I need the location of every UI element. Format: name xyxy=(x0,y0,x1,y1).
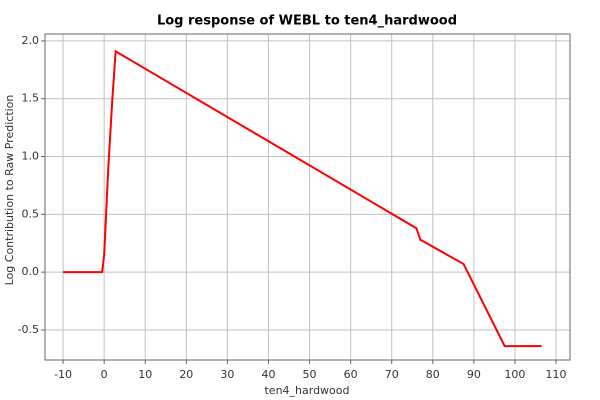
x-tick-label: 20 xyxy=(179,368,193,381)
x-tick-label: 60 xyxy=(344,368,358,381)
y-tick-label: 0.0 xyxy=(22,265,40,278)
x-tick-label: 0 xyxy=(101,368,108,381)
chart-title: Log response of WEBL to ten4_hardwood xyxy=(157,14,457,29)
x-tick-label: 30 xyxy=(220,368,234,381)
x-axis-label: ten4_hardwood xyxy=(264,384,349,397)
y-tick-label: 2.0 xyxy=(22,34,40,47)
x-tick-label: 80 xyxy=(426,368,440,381)
x-tick-label: 110 xyxy=(546,368,567,381)
y-tick-label: -0.5 xyxy=(18,323,39,336)
plot-frame xyxy=(44,33,571,361)
x-tick-label: 50 xyxy=(303,368,317,381)
y-tick-label: 0.5 xyxy=(22,207,40,220)
x-tick-label: 10 xyxy=(138,368,152,381)
y-tick-label: 1.0 xyxy=(22,150,40,163)
x-tick-label: 90 xyxy=(467,368,481,381)
x-tick-label: 40 xyxy=(261,368,275,381)
data-line xyxy=(63,49,542,348)
y-tick-label: 1.5 xyxy=(22,92,40,105)
x-tick-label: 70 xyxy=(385,368,399,381)
x-tick-label: 100 xyxy=(504,368,525,381)
x-tick-label: -10 xyxy=(54,368,72,381)
y-axis-label: Log Contribution to Raw Prediction xyxy=(3,95,16,286)
